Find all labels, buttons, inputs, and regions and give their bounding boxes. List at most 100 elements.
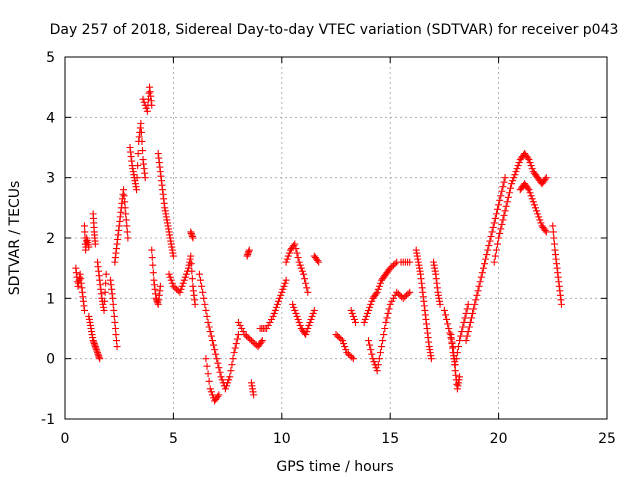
data-point <box>215 391 223 399</box>
data-point <box>239 328 247 336</box>
data-point <box>270 309 278 317</box>
data-point <box>229 355 237 363</box>
data-point <box>276 294 284 302</box>
data-point <box>334 332 342 340</box>
data-point <box>123 228 131 236</box>
data-point <box>231 344 239 352</box>
data-point <box>452 355 460 363</box>
data-point <box>202 355 210 363</box>
y-tick-label: -1 <box>41 412 55 428</box>
data-point <box>346 352 354 360</box>
data-point <box>249 338 257 346</box>
data-point <box>142 104 150 112</box>
data-point <box>550 240 558 248</box>
data-point <box>228 361 236 369</box>
data-point <box>461 314 469 322</box>
data-point <box>212 350 220 358</box>
data-point <box>269 312 277 320</box>
series-arc-29 <box>430 258 444 308</box>
data-point <box>110 312 118 320</box>
data-point <box>188 275 196 283</box>
data-point <box>214 359 222 367</box>
data-point <box>499 183 507 191</box>
data-point <box>284 252 292 260</box>
data-point <box>347 306 355 314</box>
data-point <box>507 184 515 192</box>
data-point <box>206 385 214 393</box>
data-point <box>207 332 215 340</box>
data-point <box>123 222 131 230</box>
data-point <box>304 325 312 332</box>
data-point <box>533 207 541 215</box>
data-point <box>134 150 142 158</box>
series-arc-05 <box>94 258 110 314</box>
data-point <box>526 159 534 167</box>
data-point <box>169 282 177 290</box>
x-tick-label: 5 <box>169 431 178 447</box>
series-arc-17 <box>243 246 253 260</box>
data-point <box>137 119 145 127</box>
data-point <box>91 240 99 248</box>
data-point <box>378 343 386 351</box>
y-tick-label: 1 <box>46 291 55 307</box>
data-point <box>399 294 407 302</box>
data-marks <box>72 83 565 405</box>
data-point <box>221 385 229 393</box>
data-point <box>308 312 316 320</box>
data-point <box>191 300 199 308</box>
data-point <box>292 245 300 253</box>
data-point <box>139 147 147 155</box>
data-point <box>101 297 109 305</box>
data-point <box>477 273 485 281</box>
data-point <box>342 346 350 354</box>
data-point <box>444 320 452 328</box>
data-point <box>534 210 542 218</box>
series-arc-27 <box>397 258 414 266</box>
data-point <box>140 98 148 106</box>
data-point <box>549 222 557 230</box>
data-point <box>498 187 506 195</box>
data-point <box>245 246 253 254</box>
data-point <box>474 287 482 295</box>
data-point <box>340 340 348 348</box>
data-point <box>243 332 251 340</box>
data-point <box>148 246 156 254</box>
data-point <box>303 284 311 292</box>
series-arc-02 <box>81 222 93 254</box>
data-point <box>479 264 487 272</box>
data-point <box>483 251 491 259</box>
data-point <box>233 335 241 343</box>
data-point <box>258 337 266 345</box>
data-point <box>362 312 370 320</box>
data-point <box>111 325 119 332</box>
data-point <box>339 337 347 345</box>
data-point <box>133 174 141 182</box>
data-point <box>81 228 89 236</box>
data-point <box>510 174 518 182</box>
data-point <box>496 229 504 237</box>
data-point <box>205 377 213 385</box>
data-point <box>210 341 218 349</box>
data-point <box>214 392 222 400</box>
data-point <box>503 198 511 206</box>
series-arc-20 <box>282 240 312 296</box>
data-point <box>216 368 224 376</box>
data-point <box>203 362 211 370</box>
data-point <box>541 175 549 183</box>
data-point <box>171 284 179 292</box>
data-point <box>179 279 187 287</box>
data-point <box>369 355 377 363</box>
data-point <box>307 315 315 323</box>
data-point <box>341 343 349 351</box>
data-point <box>81 222 89 230</box>
data-point <box>145 89 153 97</box>
data-point <box>379 337 387 345</box>
data-point <box>527 162 535 170</box>
data-point <box>293 312 301 320</box>
y-tick-label: 4 <box>46 110 55 126</box>
data-point <box>189 234 197 242</box>
data-point <box>458 328 466 336</box>
data-point <box>187 252 195 260</box>
series-arc-04 <box>89 210 99 248</box>
